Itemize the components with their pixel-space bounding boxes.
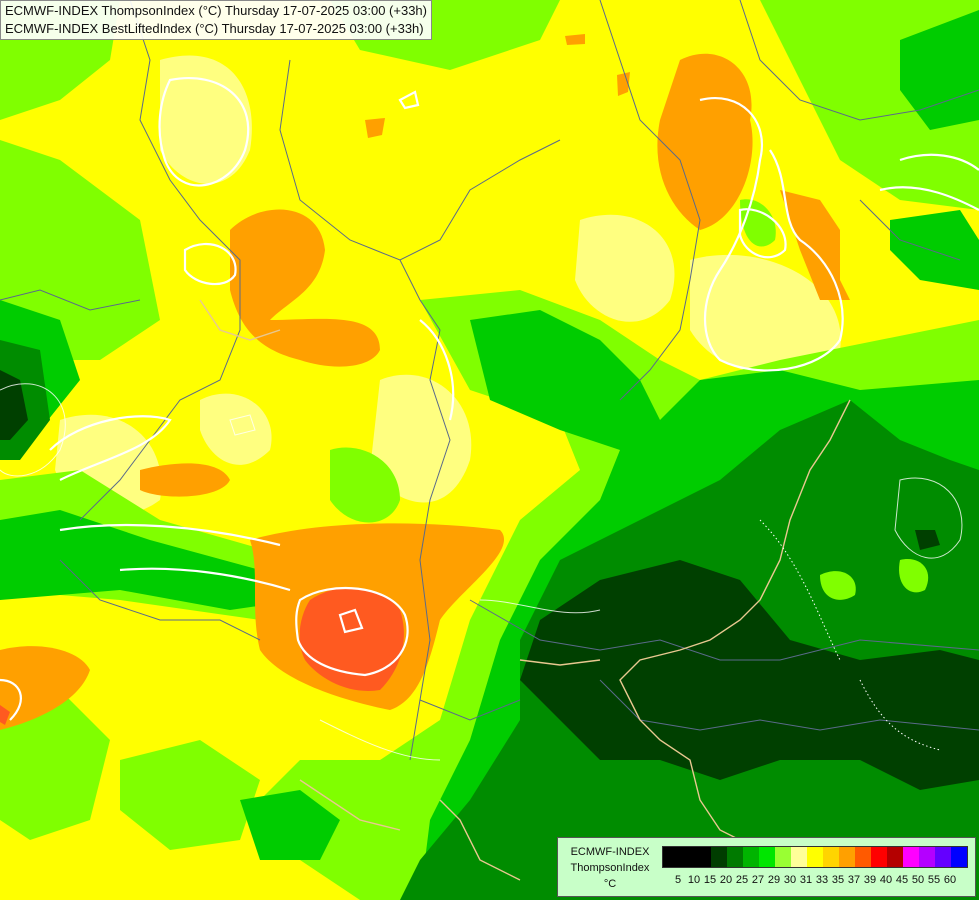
legend-swatch bbox=[727, 847, 743, 867]
dotted-lines bbox=[759, 519, 941, 751]
color-legend: ECMWF-INDEX ThompsonIndex °C 5 10 15 20 25 27… bbox=[557, 837, 976, 897]
legend-tick-label: 5 bbox=[674, 874, 682, 886]
legend-tick-label: 33 bbox=[815, 874, 829, 886]
legend-swatch bbox=[695, 847, 711, 867]
country-borders bbox=[0, 0, 979, 761]
legend-swatch bbox=[679, 847, 695, 867]
legend-swatch bbox=[823, 847, 839, 867]
legend-swatch bbox=[711, 847, 727, 867]
legend-parameter: ThompsonIndex bbox=[570, 862, 650, 874]
legend-swatch bbox=[759, 847, 775, 867]
field-lime-spots bbox=[740, 199, 929, 600]
field-light-yellow bbox=[55, 55, 841, 515]
legend-tick-label: 55 bbox=[927, 874, 941, 886]
map-title-box: ECMWF-INDEX ThompsonIndex (°C) Thursday … bbox=[0, 0, 432, 40]
legend-tick-label: 60 bbox=[943, 874, 957, 886]
legend-tick-label: 10 bbox=[687, 874, 701, 886]
legend-swatch bbox=[855, 847, 871, 867]
legend-tick-label: 20 bbox=[719, 874, 733, 886]
legend-tick-label: 27 bbox=[751, 874, 765, 886]
legend-swatch bbox=[839, 847, 855, 867]
contour-lines-thin bbox=[0, 383, 963, 761]
title-best-lifted-index: ECMWF-INDEX BestLiftedIndex (°C) Thursda… bbox=[5, 21, 424, 36]
legend-swatch bbox=[919, 847, 935, 867]
legend-tick-label: 39 bbox=[863, 874, 877, 886]
legend-swatches bbox=[662, 846, 968, 868]
legend-model: ECMWF-INDEX bbox=[570, 846, 650, 858]
legend-swatch bbox=[935, 847, 951, 867]
legend-tick-label: 15 bbox=[703, 874, 717, 886]
legend-swatch bbox=[775, 847, 791, 867]
legend-tick-label: 45 bbox=[895, 874, 909, 886]
legend-swatch bbox=[871, 847, 887, 867]
legend-swatch bbox=[903, 847, 919, 867]
legend-swatch bbox=[743, 847, 759, 867]
legend-tick-label: 30 bbox=[783, 874, 797, 886]
contour-lines bbox=[0, 77, 979, 721]
legend-tick-label: 50 bbox=[911, 874, 925, 886]
legend-tick-label: 40 bbox=[879, 874, 893, 886]
region-borders bbox=[199, 299, 851, 881]
legend-tick-label: 31 bbox=[799, 874, 813, 886]
legend-swatch bbox=[807, 847, 823, 867]
legend-tick-label: 29 bbox=[767, 874, 781, 886]
legend-unit: °C bbox=[603, 878, 617, 890]
legend-tick-label: 35 bbox=[831, 874, 845, 886]
legend-tick-label: 25 bbox=[735, 874, 749, 886]
legend-swatch bbox=[791, 847, 807, 867]
title-thompson-index: ECMWF-INDEX ThompsonIndex (°C) Thursday … bbox=[5, 3, 427, 18]
legend-tick-label: 37 bbox=[847, 874, 861, 886]
legend-swatch bbox=[887, 847, 903, 867]
legend-swatch bbox=[663, 847, 679, 867]
legend-swatch bbox=[951, 847, 967, 867]
